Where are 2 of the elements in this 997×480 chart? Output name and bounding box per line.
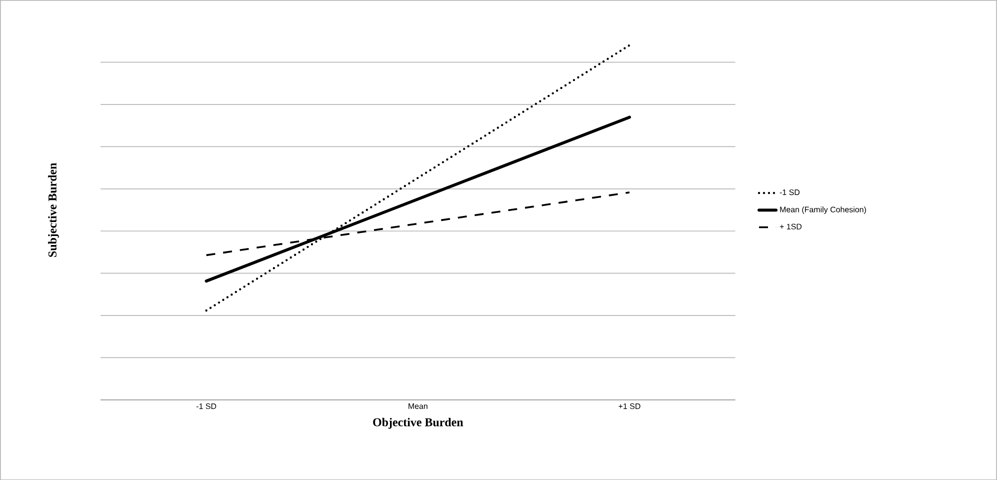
y-axis-title: Subjective Burden	[48, 162, 59, 257]
x-axis-title: Objective Burden	[373, 418, 464, 429]
